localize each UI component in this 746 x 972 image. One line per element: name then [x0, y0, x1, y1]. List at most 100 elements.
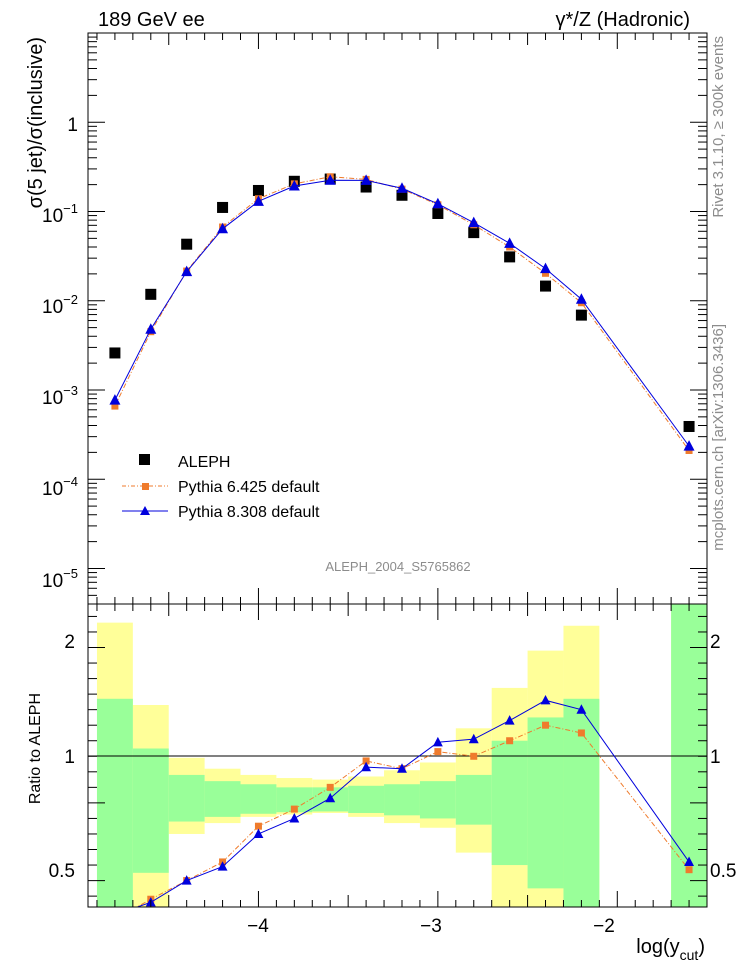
y-tick-label-10^-3: 10−3: [42, 383, 78, 409]
data-point: [396, 182, 408, 193]
data-point: [326, 783, 334, 791]
ratio-tick-2-right: 2: [710, 632, 721, 653]
side-label-mcplots: mcplots.cern.ch [arXiv:1306.3436]: [710, 324, 727, 551]
ratio-plot-frame: [87, 603, 708, 908]
data-point: [111, 402, 119, 410]
main-series: [109, 173, 695, 454]
data-point: [217, 861, 228, 871]
legend-label-pythia8: Pythia 8.308 default: [178, 504, 320, 521]
ratio-band-inner: [168, 774, 205, 822]
y-tick-label-10^-5: 10−5: [42, 566, 78, 592]
data-point: [683, 420, 695, 432]
data-point: [575, 309, 587, 321]
data-point: [396, 189, 408, 201]
data-point: [325, 792, 336, 803]
y-tick-label-10^-1: 10−1: [42, 201, 78, 227]
data-point: [432, 207, 444, 219]
header-right: γ*/Z (Hadronic): [556, 9, 690, 31]
ratio-band-inner: [204, 781, 241, 817]
data-point: [288, 180, 300, 191]
data-point: [217, 222, 229, 234]
data-point: [360, 181, 372, 193]
data-point: [324, 174, 336, 185]
ratio-tick-0.5-left: 0.5: [49, 861, 75, 882]
data-point: [109, 347, 121, 359]
data-point: [468, 216, 480, 228]
data-point: [506, 737, 514, 745]
data-point: [542, 721, 550, 729]
data-point: [252, 195, 264, 206]
data-point: [289, 813, 300, 823]
data-point: [504, 237, 516, 248]
ratio-band-inner: [384, 784, 420, 816]
x-tick-label-minus4: −4: [247, 916, 269, 937]
data-point: [361, 761, 372, 772]
watermark-label: ALEPH_2004_S5765862: [325, 559, 470, 574]
data-point: [432, 736, 443, 747]
x-tick-labels: −4 −3 −2: [247, 916, 615, 937]
data-point: [542, 269, 550, 277]
data-point: [684, 856, 695, 866]
data-point: [217, 201, 229, 213]
side-label-rivet: Rivet 3.1.10, ≥ 300k events: [710, 36, 727, 218]
ratio-series: [110, 694, 695, 923]
legend-label-pythia6: Pythia 6.425 default: [178, 479, 320, 496]
data-point: [254, 822, 262, 830]
data-point: [577, 729, 585, 737]
ratio-band-inner: [132, 748, 169, 873]
ratio-tick-1-right: 1: [710, 747, 721, 768]
data-point: [360, 174, 372, 185]
data-point: [504, 251, 516, 263]
data-point: [504, 715, 515, 725]
legend-label-aleph: ALEPH: [178, 454, 230, 471]
main-y-axis-title: σ(5 jet)/σ(inclusive): [25, 37, 47, 208]
ratio-y-tick-labels: 2 1 0.5 2 1 0.5: [49, 632, 737, 882]
header-left: 189 GeV ee: [98, 9, 205, 31]
ratio-band-inner: [455, 774, 492, 825]
data-point: [683, 440, 695, 451]
legend: ALEPH Pythia 6.425 default Pythia 8.308 …: [122, 454, 320, 521]
data-point: [253, 828, 264, 839]
series-line: [114, 179, 690, 447]
data-point: [470, 752, 478, 760]
data-point: [145, 288, 157, 300]
ratio-y-axis-title: Ratio to ALEPH: [27, 693, 44, 804]
y-tick-label-1: 1: [67, 115, 78, 136]
legend-marker-pythia8: [140, 506, 150, 515]
data-point: [109, 394, 121, 405]
data-point: [540, 694, 551, 705]
ratio-band-inner: [419, 781, 456, 819]
data-point: [540, 262, 552, 274]
data-point: [397, 763, 407, 773]
legend-marker-pythia6: [142, 483, 149, 490]
data-point: [685, 866, 693, 874]
ratio-band-inner: [527, 717, 564, 889]
data-point: [576, 704, 587, 714]
y-tick-label-10^-4: 10−4: [42, 474, 78, 500]
data-point: [181, 875, 192, 885]
data-point: [290, 805, 298, 813]
main-y-tick-labels: 1 10−1 10−2 10−3 10−4 10−5: [42, 115, 78, 592]
data-point: [252, 184, 264, 196]
data-point: [468, 733, 479, 744]
ratio-tick-2-left: 2: [64, 632, 75, 653]
data-point: [111, 916, 118, 923]
ratio-band-inner: [348, 785, 385, 813]
ratio-band-inner: [240, 784, 277, 814]
data-point: [181, 265, 193, 277]
data-point: [575, 293, 587, 304]
data-point: [110, 909, 120, 918]
x-tick-label-minus3: −3: [420, 916, 442, 937]
ratio-band-inner: [491, 740, 528, 866]
ratio-tick-1-left: 1: [64, 747, 75, 768]
axis-ticks: [88, 32, 708, 907]
legend-marker-aleph: [139, 454, 150, 465]
data-point: [468, 227, 480, 239]
data-point: [362, 757, 370, 765]
series-line: [114, 176, 690, 451]
x-axis-title: log(ycut): [636, 936, 705, 963]
data-point: [145, 323, 157, 334]
data-point: [432, 197, 444, 209]
ratio-tick-0.5-right: 0.5: [710, 861, 736, 882]
